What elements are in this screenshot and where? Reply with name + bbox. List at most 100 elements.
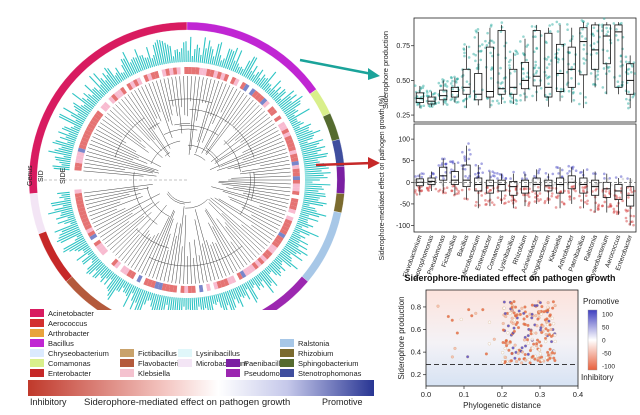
side-heat-cell: [262, 252, 270, 260]
box-body: [556, 43, 565, 92]
scatter-point: [544, 332, 548, 337]
scatter-point: [523, 353, 527, 357]
data-point: [486, 96, 490, 100]
sid-bar: [105, 80, 113, 90]
scatter-point: [522, 338, 526, 342]
tree-branch: [83, 166, 157, 177]
data-point: [543, 93, 547, 97]
sid-bar: [286, 242, 308, 256]
data-point: [463, 105, 467, 109]
sid-bar: [123, 72, 128, 79]
data-point: [486, 31, 489, 35]
tree-clade-arc: [206, 148, 219, 160]
data-point: [490, 66, 494, 69]
data-point: [601, 204, 604, 208]
tree-branch: [148, 211, 175, 277]
side-heat-cell: [202, 284, 208, 292]
scatter-point: [526, 323, 530, 327]
side-heat-cell: [103, 250, 111, 259]
data-point: [595, 187, 598, 191]
tree-branch: [124, 230, 150, 264]
sid-bar: [278, 253, 298, 270]
box-body: [485, 46, 494, 98]
genus-swatch: [30, 349, 44, 357]
sid-bar: [258, 273, 274, 293]
genus-legend: Acinetobacter Aerococcus Arthrobacter Bacil…: [30, 308, 361, 378]
data-point: [432, 184, 435, 187]
sid-bar: [132, 57, 140, 73]
data-point: [463, 168, 467, 171]
scatter-point: [484, 352, 488, 356]
sid-bar: [76, 249, 92, 261]
data-point: [457, 192, 460, 195]
data-point: [546, 76, 549, 80]
side-heat-cell: [288, 146, 296, 152]
sid-bar: [298, 216, 308, 221]
sid-bar: [61, 193, 70, 196]
scatter-point: [516, 351, 520, 355]
data-point: [451, 184, 455, 188]
sid-bar: [178, 297, 181, 310]
data-point: [428, 89, 432, 93]
data-point: [614, 176, 618, 179]
tree-branch: [227, 110, 265, 145]
data-point: [499, 66, 502, 70]
scatter-point: [459, 317, 463, 321]
sid-bar: [287, 114, 295, 120]
side-heat-cell: [233, 78, 240, 87]
tree-branch: [183, 76, 186, 116]
tree-branch: [144, 84, 162, 122]
scatter-point: [535, 342, 539, 346]
side-heat-cell: [154, 70, 160, 79]
tree-branch: [156, 80, 170, 122]
tree-branch: [84, 187, 139, 198]
sid-bar: [74, 235, 84, 241]
sid-bar: [189, 297, 192, 310]
data-point: [631, 95, 635, 99]
tree-branch: [215, 123, 275, 162]
scatter-point: [492, 337, 496, 341]
sid-bar: [267, 80, 282, 95]
data-point: [589, 208, 593, 212]
data-point: [582, 20, 585, 23]
scatter-point: [487, 342, 491, 346]
data-point: [533, 66, 537, 69]
scatter-point: [544, 336, 548, 340]
side-heat-cell: [75, 196, 83, 202]
data-point: [414, 175, 417, 178]
data-point: [605, 33, 608, 36]
sid-bar: [269, 264, 282, 277]
side-heat-cell: [264, 103, 273, 111]
data-point: [434, 187, 438, 191]
data-point: [621, 63, 624, 67]
data-point: [568, 198, 572, 201]
genus-ring-segment: [322, 113, 340, 142]
genus-label: Paenibacillus: [244, 358, 289, 368]
sid-bar: [279, 252, 292, 262]
side-heat-cell: [81, 217, 90, 224]
data-point: [584, 37, 587, 40]
box-body: [591, 179, 600, 196]
sid-bar: [67, 141, 75, 145]
sid-bar: [144, 57, 150, 69]
data-point: [562, 202, 566, 205]
tree-clade-arc: [149, 245, 243, 267]
side-heat-cell: [239, 81, 247, 90]
tree-branch: [208, 222, 234, 274]
tree-branch: [152, 81, 173, 139]
data-point: [625, 209, 628, 213]
data-point: [444, 171, 448, 174]
data-point: [445, 186, 449, 190]
data-point: [422, 172, 425, 176]
data-point: [477, 178, 480, 182]
sid-bar: [304, 185, 322, 188]
data-point: [509, 58, 512, 62]
data-point: [592, 172, 595, 175]
sid-bar: [74, 108, 88, 118]
side-heat-cell: [257, 257, 265, 265]
sid-bar: [253, 69, 264, 84]
side-heat-cell: [292, 180, 300, 184]
side-heat-cell: [209, 282, 215, 291]
side-heat-cell: [233, 273, 240, 282]
side-heat-cell: [76, 203, 85, 209]
